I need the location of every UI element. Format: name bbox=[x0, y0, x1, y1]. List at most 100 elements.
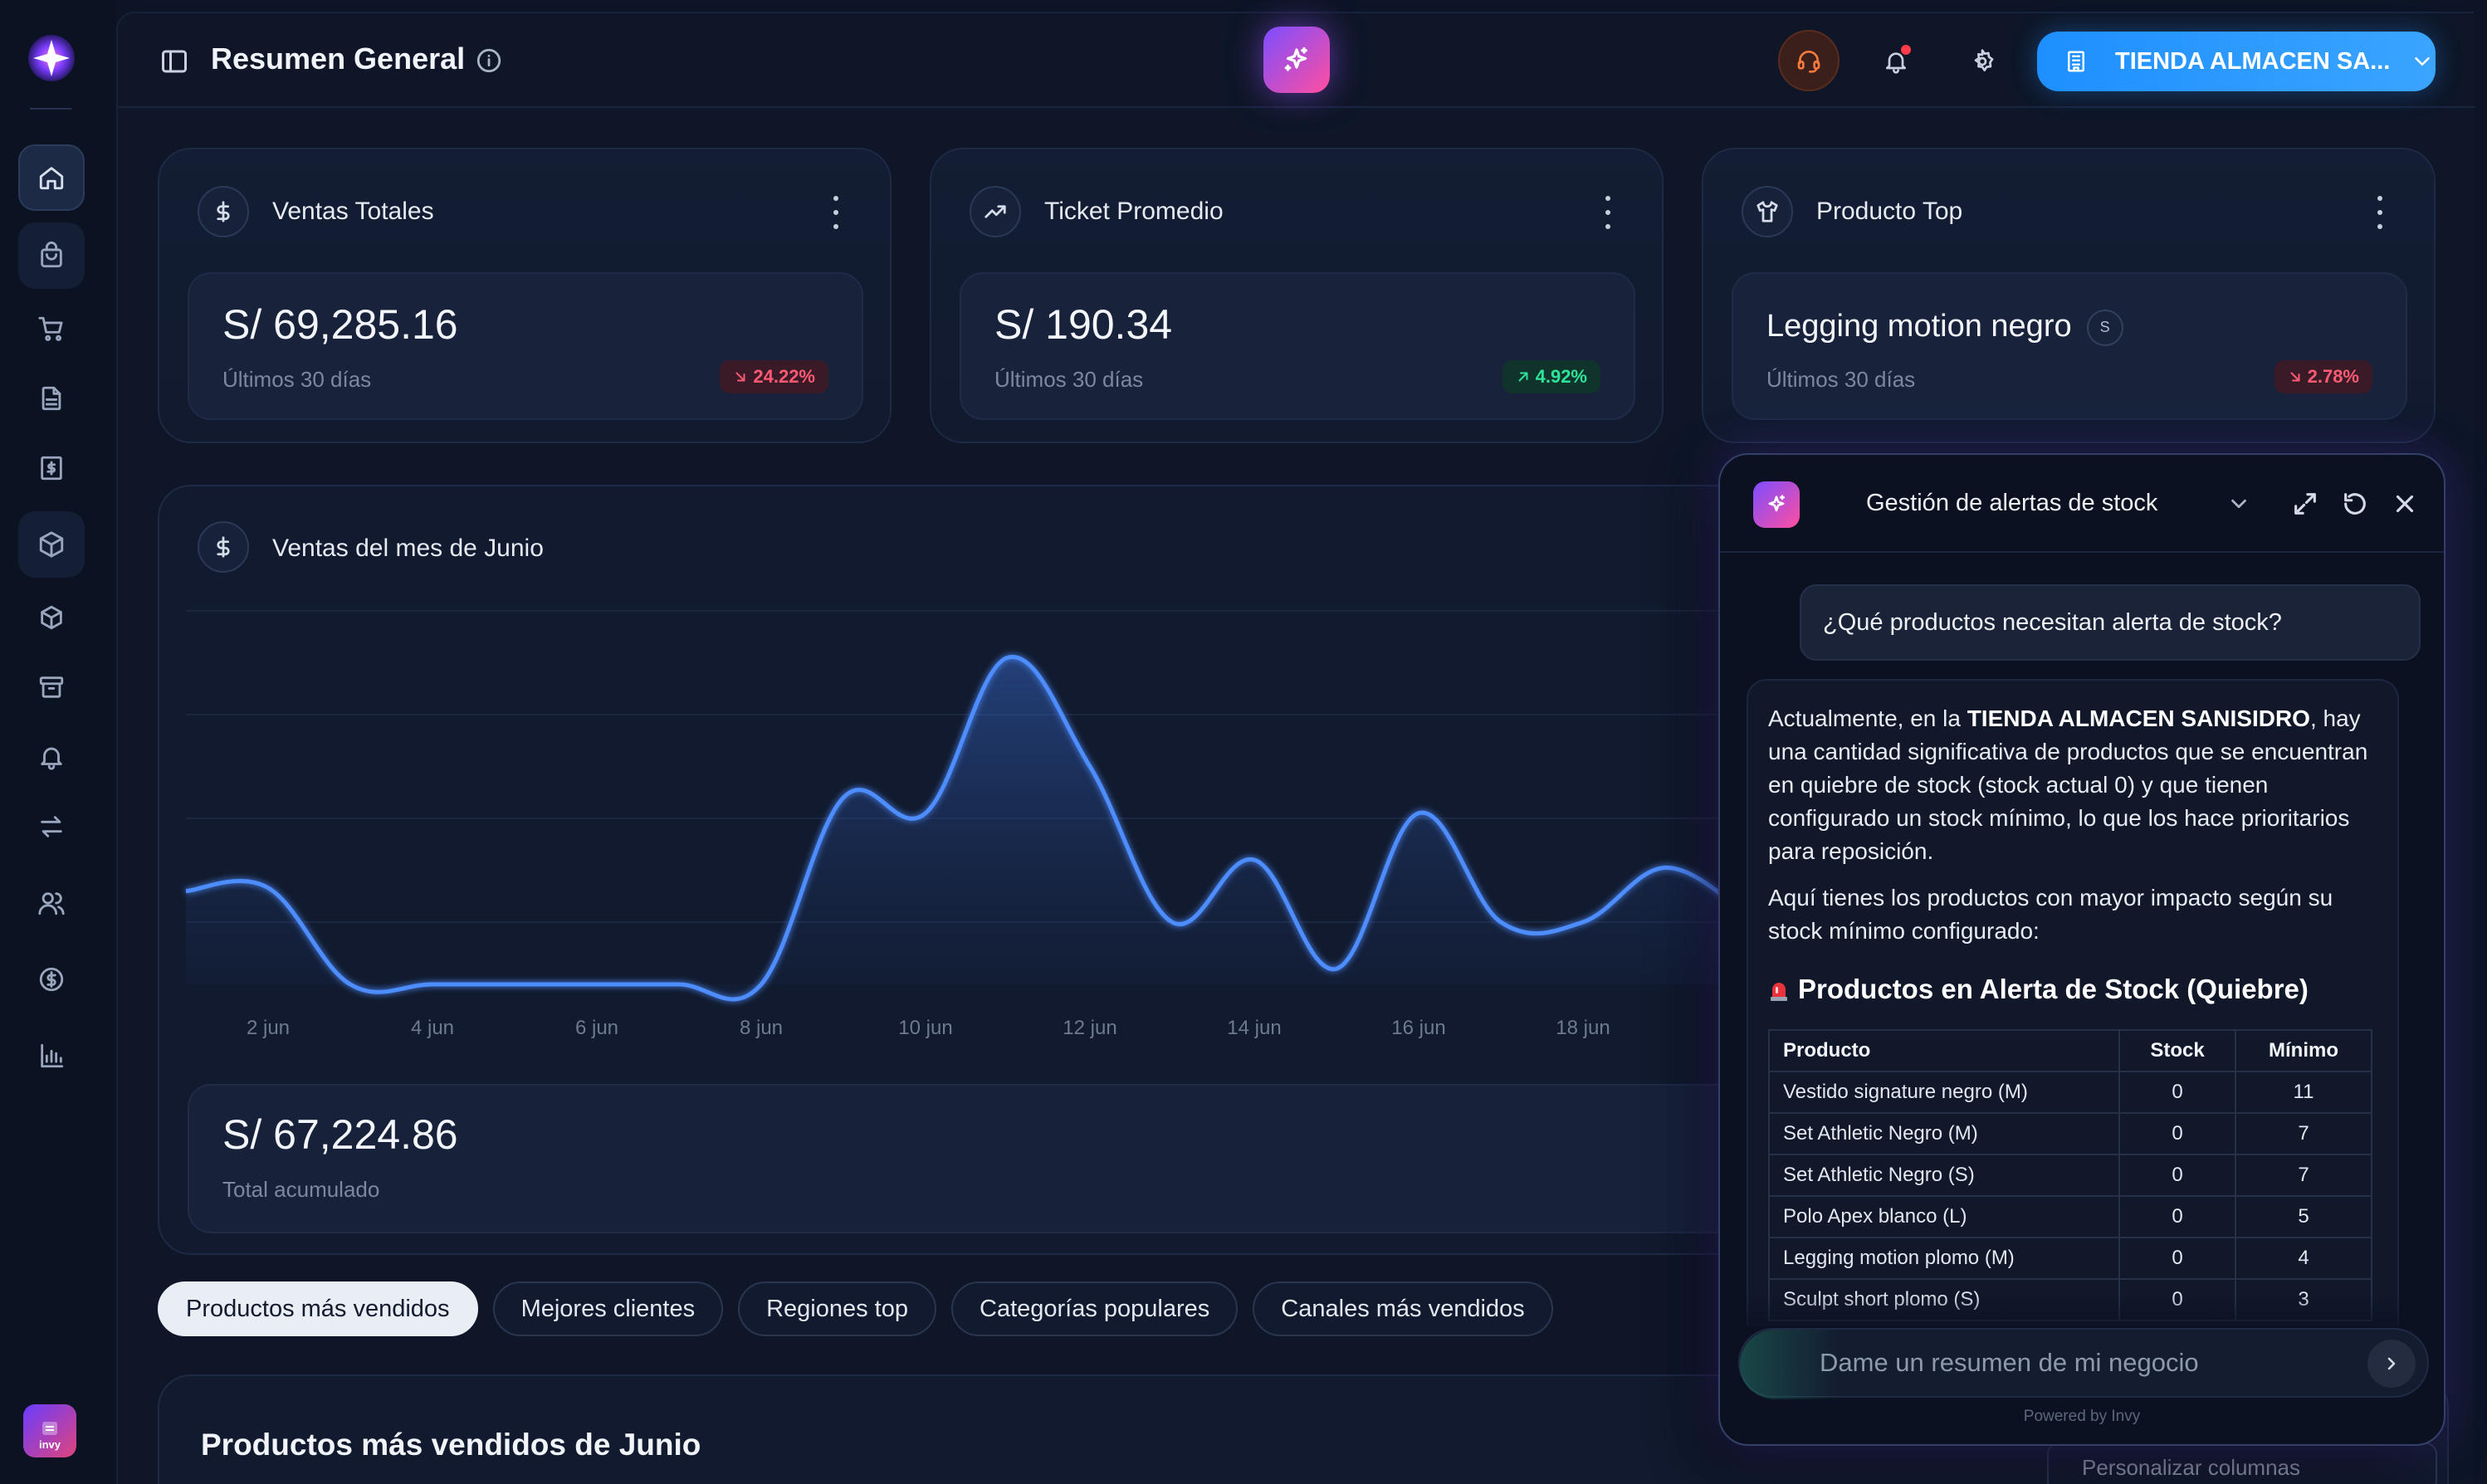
sidebar-item-documents[interactable] bbox=[18, 365, 85, 432]
minimum-cell: 7 bbox=[2235, 1112, 2372, 1155]
data-point[interactable] bbox=[1248, 853, 1261, 866]
data-point[interactable] bbox=[1083, 760, 1097, 774]
kpi-value-box: S/ 190.34 Últimos 30 días 4.92% bbox=[960, 272, 1635, 420]
x-tick-label: 2 jun bbox=[247, 1017, 290, 1039]
kpi-value: S/ 69,285.16 bbox=[222, 301, 458, 348]
data-point[interactable] bbox=[837, 791, 850, 804]
sidebar-item-home[interactable] bbox=[18, 144, 85, 211]
tab-canales-mas-vendidos[interactable]: Canales más vendidos bbox=[1253, 1281, 1553, 1336]
conversation-title[interactable]: Gestión de alertas de stock bbox=[1866, 490, 2158, 516]
conversation-dropdown[interactable] bbox=[2226, 491, 2251, 516]
x-tick-label: 4 jun bbox=[411, 1017, 454, 1039]
store-selector[interactable]: TIENDA ALMACEN SA... bbox=[2037, 32, 2436, 91]
data-point[interactable] bbox=[1494, 915, 1507, 929]
data-point[interactable] bbox=[261, 881, 275, 895]
kpi-period: Últimos 30 días bbox=[994, 367, 1144, 392]
data-point[interactable] bbox=[426, 978, 439, 991]
app-logo[interactable] bbox=[25, 32, 78, 85]
home-icon bbox=[39, 167, 64, 190]
data-point[interactable] bbox=[1659, 861, 1672, 874]
text-span: Actualmente, en la bbox=[1768, 705, 1967, 731]
close-chat-button[interactable] bbox=[2391, 490, 2419, 518]
minimum-cell: 11 bbox=[2235, 1071, 2372, 1114]
data-point[interactable] bbox=[755, 978, 768, 991]
tab-mejores-clientes[interactable]: Mejores clientes bbox=[492, 1281, 724, 1336]
tab-categorias-populares[interactable]: Categorías populares bbox=[951, 1281, 1239, 1336]
more-options-button[interactable] bbox=[2374, 196, 2386, 229]
building-icon bbox=[2068, 51, 2084, 72]
bell-icon bbox=[41, 747, 62, 770]
sidebar-item-shop[interactable] bbox=[18, 222, 85, 289]
minimum-cell: 5 bbox=[2235, 1195, 2372, 1238]
kpi-label: Ticket Promedio bbox=[1044, 198, 1224, 225]
dollar-icon bbox=[198, 521, 249, 573]
more-options-button[interactable] bbox=[830, 196, 842, 229]
tab-regiones-top[interactable]: Regiones top bbox=[738, 1281, 936, 1336]
sidebar-item-transfers[interactable] bbox=[18, 793, 85, 860]
product-name: Legging motion negro bbox=[1766, 309, 2072, 344]
sidebar-item-products[interactable] bbox=[18, 584, 85, 651]
x-tick-label: 18 jun bbox=[1556, 1017, 1610, 1039]
expand-button[interactable] bbox=[2291, 490, 2319, 518]
kpi-card-ventas-totales: Ventas Totales S/ 69,285.16 Últimos 30 d… bbox=[158, 148, 892, 443]
kpi-period: Últimos 30 días bbox=[1766, 367, 1916, 392]
sidebar-item-cart[interactable] bbox=[18, 295, 85, 362]
arrow-down-right-icon bbox=[2290, 372, 2300, 382]
ai-avatar bbox=[1753, 481, 1800, 528]
notification-dot bbox=[1901, 45, 1911, 55]
kpi-value-box: S/ 69,285.16 Últimos 30 días 24.22% bbox=[188, 272, 863, 420]
sidebar-toggle-button[interactable] bbox=[159, 46, 189, 76]
transfer-icon bbox=[41, 816, 62, 837]
data-point[interactable] bbox=[672, 978, 686, 991]
support-button[interactable] bbox=[1778, 30, 1840, 91]
chat-input[interactable]: Dame un resumen de mi negocio bbox=[1738, 1328, 2429, 1399]
data-point[interactable] bbox=[179, 885, 193, 898]
sidebar-item-archive[interactable] bbox=[18, 654, 85, 720]
data-point[interactable] bbox=[1412, 807, 1425, 820]
sidebar-item-reports[interactable] bbox=[18, 1023, 85, 1089]
bar-chart-icon bbox=[41, 1043, 64, 1068]
more-options-button[interactable] bbox=[1602, 196, 1614, 229]
sidebar-item-alerts[interactable] bbox=[18, 724, 85, 790]
ai-assistant-button[interactable] bbox=[1263, 27, 1330, 93]
data-point[interactable] bbox=[1001, 651, 1014, 664]
sidebar-item-invoices[interactable] bbox=[18, 435, 85, 501]
product-cell: Set Athletic Negro (S) bbox=[1768, 1154, 2120, 1197]
kpi-value-box: Legging motion negro S Últimos 30 días 2.… bbox=[1732, 272, 2407, 420]
sidebar-item-finance[interactable] bbox=[18, 946, 85, 1013]
arrow-down-right-icon bbox=[735, 372, 745, 382]
gear-icon bbox=[1974, 49, 1994, 71]
data-point[interactable] bbox=[919, 807, 932, 820]
customize-columns-button[interactable]: Personalizar columnas bbox=[2047, 1443, 2437, 1484]
minimum-cell: 4 bbox=[2235, 1237, 2372, 1280]
x-tick-label: 12 jun bbox=[1063, 1017, 1116, 1039]
sparkles-icon bbox=[1284, 46, 1307, 71]
settings-button[interactable] bbox=[1966, 45, 1999, 78]
x-tick-label: 6 jun bbox=[575, 1017, 618, 1039]
data-point[interactable] bbox=[1330, 962, 1343, 975]
data-point[interactable] bbox=[344, 978, 357, 991]
sidebar-item-users[interactable] bbox=[18, 870, 85, 936]
data-point[interactable] bbox=[1576, 915, 1590, 929]
tab-productos-mas-vendidos[interactable]: Productos más vendidos bbox=[158, 1281, 478, 1336]
table-header-row: Producto Stock Mínimo bbox=[1768, 1029, 2372, 1072]
bell-icon bbox=[1886, 52, 1906, 74]
product-cell: Polo Apex blanco (L) bbox=[1768, 1195, 2120, 1238]
info-icon[interactable] bbox=[475, 46, 503, 75]
data-point[interactable] bbox=[1165, 915, 1179, 929]
notifications-button[interactable] bbox=[1879, 45, 1913, 78]
table-row: Set Athletic Negro (M) 0 7 bbox=[1768, 1112, 2372, 1155]
sidebar-item-inventory[interactable] bbox=[18, 511, 85, 578]
siren-icon bbox=[1771, 983, 1787, 1001]
chart-title: Ventas del mes de Junio bbox=[272, 535, 544, 562]
refresh-icon bbox=[2344, 493, 2366, 515]
send-button[interactable] bbox=[2367, 1340, 2416, 1388]
x-tick-label: 10 jun bbox=[898, 1017, 952, 1039]
trending-up-icon bbox=[970, 186, 1021, 237]
data-point[interactable] bbox=[590, 978, 603, 991]
data-point[interactable] bbox=[508, 978, 521, 991]
invy-app-badge[interactable]: invy bbox=[23, 1404, 76, 1457]
column-header: Producto bbox=[1768, 1029, 2120, 1072]
change-badge: 2.78% bbox=[2274, 360, 2372, 393]
reset-chat-button[interactable] bbox=[2341, 490, 2369, 518]
